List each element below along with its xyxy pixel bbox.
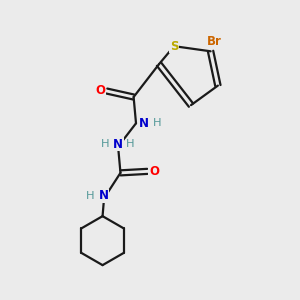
Text: N: N <box>99 189 109 203</box>
Text: H: H <box>100 139 109 149</box>
Text: H: H <box>153 118 162 128</box>
Text: H: H <box>126 139 134 149</box>
Text: S: S <box>170 40 178 53</box>
Text: H: H <box>86 191 95 201</box>
Text: N: N <box>140 117 149 130</box>
Text: N: N <box>113 138 123 151</box>
Text: O: O <box>95 84 105 97</box>
Text: O: O <box>149 165 159 178</box>
Text: Br: Br <box>207 35 222 48</box>
